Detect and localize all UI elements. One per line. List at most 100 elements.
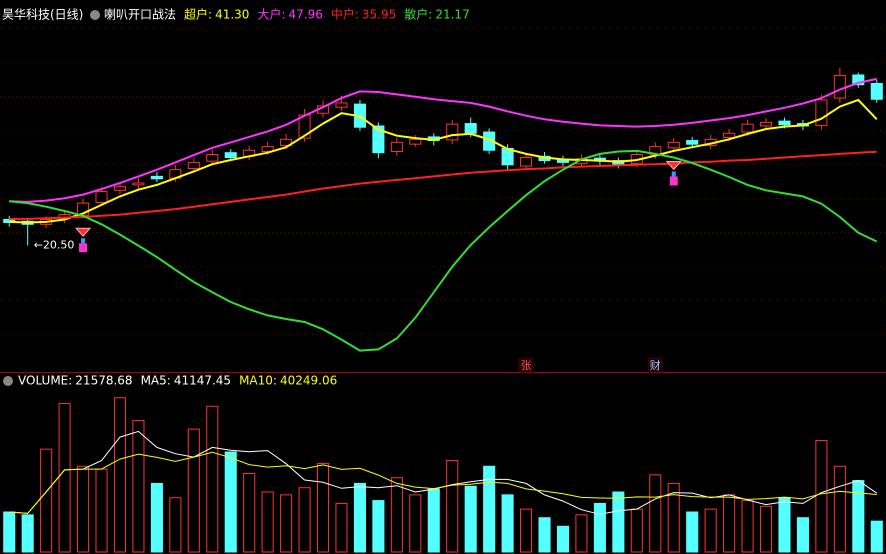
candle-body xyxy=(852,74,865,86)
legend-separator: : xyxy=(273,374,277,388)
legend-name: 大户 xyxy=(257,7,281,22)
legend-value: 21.17 xyxy=(435,8,469,22)
event-marker-box xyxy=(518,357,534,373)
volume-bar xyxy=(667,482,680,553)
legend-separator: : xyxy=(208,8,212,22)
legend-value: 35.95 xyxy=(362,8,396,22)
candle-body xyxy=(815,99,828,126)
volume-icon[interactable] xyxy=(3,376,13,386)
volume-bar xyxy=(575,514,588,553)
candle-body xyxy=(95,191,108,203)
legend-name: MA10 xyxy=(239,374,273,388)
legend-separator: : xyxy=(355,8,359,22)
volume-bar xyxy=(150,482,163,553)
candle-body xyxy=(870,82,883,100)
volume-bar xyxy=(649,474,662,553)
signal-marker xyxy=(74,227,92,238)
volume-bar xyxy=(538,517,551,553)
candle-body xyxy=(723,132,736,139)
candle-body xyxy=(741,123,754,133)
legend-name: 散户 xyxy=(404,7,428,22)
candle-body xyxy=(759,121,773,127)
candle-body xyxy=(409,138,422,145)
event-marker: 张 xyxy=(521,359,532,372)
volume-bar xyxy=(446,460,459,553)
volume-bar xyxy=(243,472,256,553)
legend-value: 41147.45 xyxy=(174,374,231,388)
volume-bar xyxy=(409,494,422,553)
legend-separator: : xyxy=(428,8,432,22)
candle-body xyxy=(372,125,385,154)
volume-bar xyxy=(464,485,477,553)
volume-bar xyxy=(427,488,440,553)
volume-bar xyxy=(169,497,182,553)
volume-bar xyxy=(723,494,736,553)
volume-ma-line xyxy=(9,451,877,514)
volume-bar xyxy=(132,420,145,553)
legend-name: 中户 xyxy=(331,7,355,22)
volume-bar xyxy=(759,505,773,553)
candle-body xyxy=(113,186,127,191)
volume-bar xyxy=(21,514,34,553)
legend-separator: : xyxy=(281,8,285,22)
candle-body xyxy=(150,175,163,180)
volume-bar xyxy=(353,482,366,553)
legend-separator: : xyxy=(167,374,171,388)
volume-bar xyxy=(520,508,533,553)
volume-bar xyxy=(796,517,809,553)
event-marker: 财 xyxy=(650,358,661,372)
plot-layer: 昊华科技(日线) 喇叭开口战法 超户:41.30 大户:47.96 中户:35.95 散户… xyxy=(2,7,883,553)
volume-bar xyxy=(612,491,625,553)
legend-value: 21578.68 xyxy=(75,374,132,388)
volume-bar xyxy=(815,440,828,553)
signal-stem xyxy=(81,238,86,244)
candle-body xyxy=(446,123,459,141)
volume-bar xyxy=(556,525,570,553)
legend-name: VOLUME xyxy=(18,374,68,388)
volume-bar xyxy=(372,500,385,553)
volume-bar xyxy=(95,468,108,553)
indicator-line xyxy=(9,77,878,203)
volume-bar xyxy=(833,465,846,553)
volume-bar xyxy=(390,477,403,553)
candle-body xyxy=(335,102,348,108)
volume-bar xyxy=(3,511,16,553)
signal-box xyxy=(669,176,678,186)
indicator-name: 喇叭开口战法 xyxy=(104,7,176,22)
volume-bar xyxy=(870,520,883,553)
volume-bar xyxy=(778,497,791,553)
volume-bar xyxy=(852,480,865,553)
signal-box xyxy=(79,243,88,253)
chart-title: 昊华科技(日线) xyxy=(2,8,83,22)
indicator-icon[interactable] xyxy=(90,10,100,20)
volume-bar xyxy=(206,405,219,553)
signal-stem xyxy=(671,171,676,177)
legend-name: 超户 xyxy=(184,7,208,22)
low-price-label: ←20.50 xyxy=(34,239,75,252)
signal-marker xyxy=(665,160,682,171)
indicator-line xyxy=(9,98,878,224)
candle-body xyxy=(132,182,145,186)
indicator-line xyxy=(9,150,877,220)
legend-name: MA5 xyxy=(141,374,167,388)
legend-value: 41.30 xyxy=(215,8,249,22)
volume-bar xyxy=(501,494,514,553)
price-grid xyxy=(0,24,886,364)
volume-bar xyxy=(686,511,699,553)
volume-bar xyxy=(77,465,90,553)
candle-body xyxy=(520,157,533,167)
volume-bar xyxy=(298,487,311,553)
volume-bar xyxy=(58,402,71,553)
candle-body xyxy=(778,120,791,126)
candle-body xyxy=(261,146,274,152)
candle-body xyxy=(464,123,477,134)
volume-bar xyxy=(593,502,606,553)
volume-bar xyxy=(483,465,496,553)
volume-bar xyxy=(741,500,754,553)
volume-bar xyxy=(40,448,53,553)
candle-body xyxy=(187,161,200,169)
candle-body xyxy=(280,138,293,146)
volume-bar xyxy=(316,462,330,553)
candle-body xyxy=(206,154,219,162)
